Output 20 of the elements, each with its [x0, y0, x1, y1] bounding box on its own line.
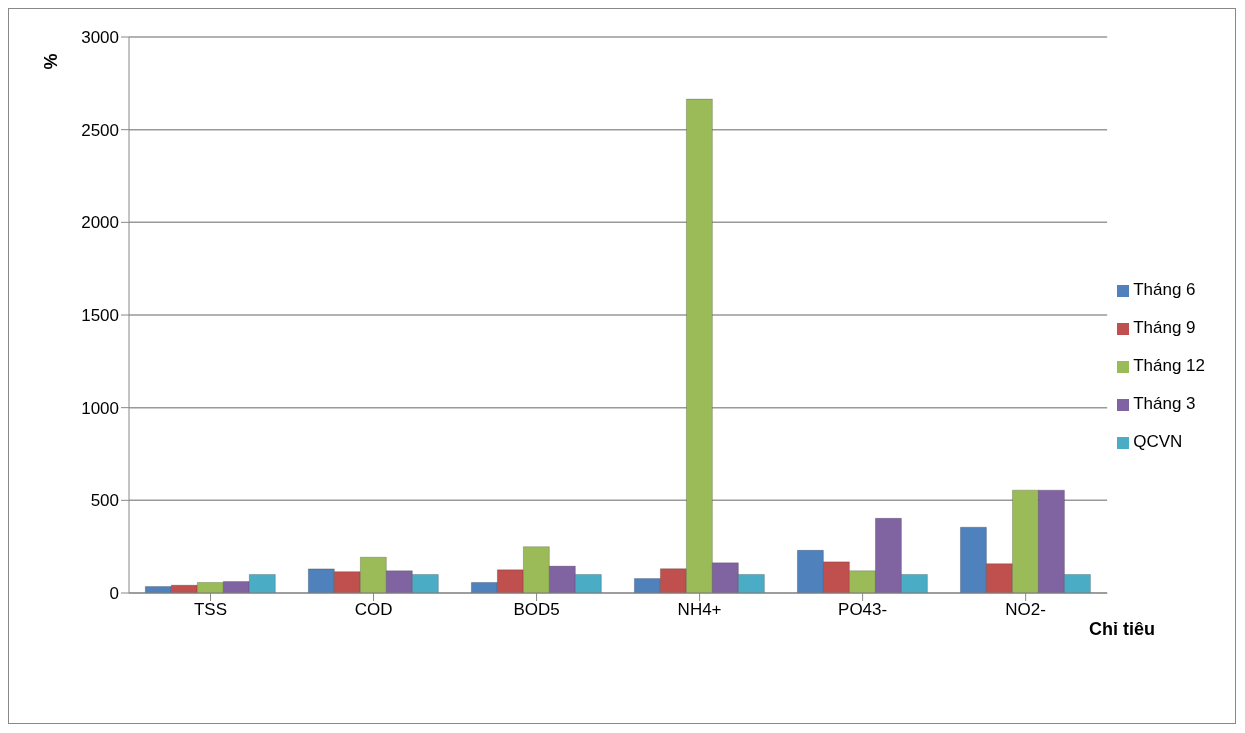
x-tick-label: NO2-	[1005, 600, 1046, 620]
x-axis-title: Chỉ tiêu	[1089, 619, 1155, 640]
legend-label: Tháng 9	[1133, 318, 1196, 337]
y-tick-label: 2000	[81, 213, 119, 233]
y-tick-label: 0	[109, 584, 119, 604]
y-tick-label: 1000	[81, 398, 119, 418]
y-tick-label: 2500	[81, 120, 119, 140]
x-tick-label: PO43-	[838, 600, 888, 620]
x-tick-label: BOD5	[513, 600, 560, 620]
x-tick-label: NH4+	[677, 600, 722, 620]
y-axis-title: %	[40, 53, 62, 70]
legend-label: Tháng 12	[1133, 356, 1205, 375]
legend-label: QCVN	[1133, 432, 1183, 451]
legend-label: Tháng 3	[1133, 394, 1196, 413]
y-tick-label: 1500	[81, 306, 119, 326]
y-tick-label: 500	[90, 491, 119, 511]
y-tick-label: 3000	[81, 28, 119, 48]
x-tick-label: TSS	[193, 600, 228, 620]
x-tick-label: COD	[354, 600, 393, 620]
legend-label: Tháng 6	[1133, 280, 1196, 299]
